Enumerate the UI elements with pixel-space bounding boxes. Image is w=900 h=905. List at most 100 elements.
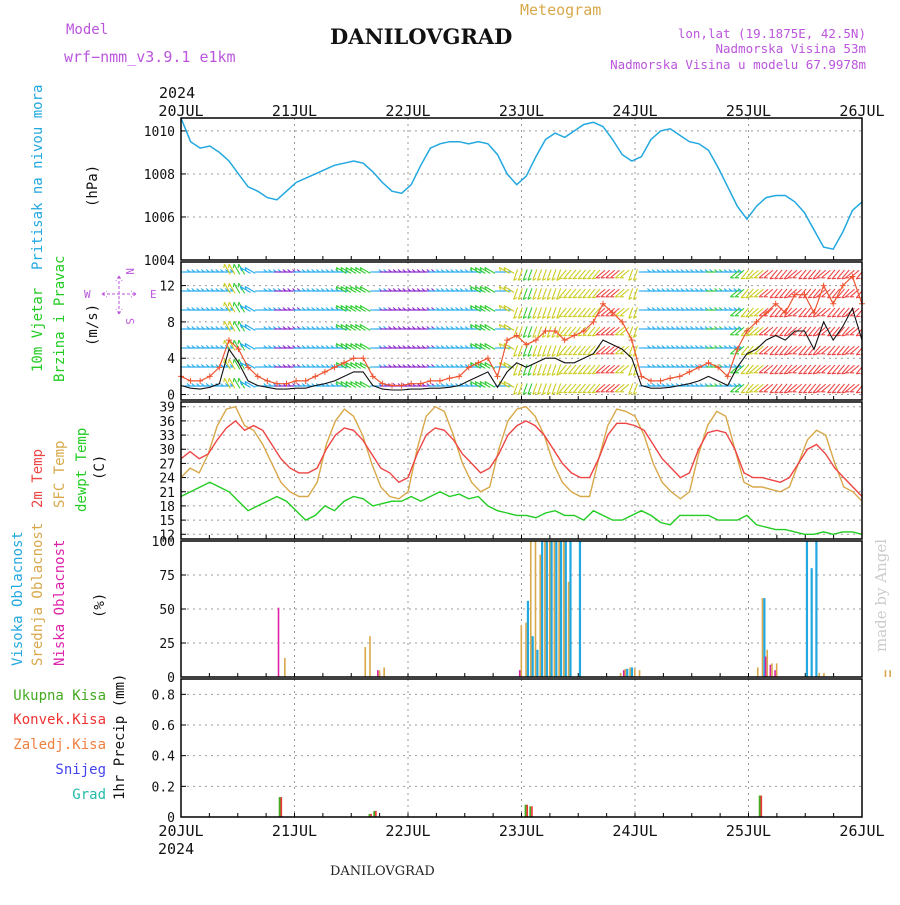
wind-arrow-head bbox=[779, 297, 783, 298]
wind-arrow-head bbox=[564, 335, 568, 336]
wind-arrow-head bbox=[568, 316, 572, 317]
wind-arrow-head bbox=[770, 278, 774, 279]
wind-arrow-head bbox=[228, 321, 229, 325]
wind-arrow-head bbox=[784, 373, 788, 374]
wind-arrow-head bbox=[813, 392, 817, 393]
wind-arrow-head bbox=[568, 354, 572, 355]
wind-arrow-head bbox=[856, 354, 860, 355]
wind-arrow-head bbox=[770, 297, 774, 298]
model-name: wrf−nmm_v3.9.1 e1km bbox=[64, 48, 236, 66]
wind-arrow bbox=[788, 365, 797, 373]
wind-arrow-head bbox=[741, 316, 745, 317]
wind-arrow bbox=[610, 327, 619, 335]
wind-arrow bbox=[754, 327, 763, 335]
wind-arrow-head bbox=[592, 373, 596, 374]
wind-arrow bbox=[620, 365, 629, 373]
wind-arrow-head bbox=[578, 316, 582, 317]
wind-arrow bbox=[601, 289, 610, 297]
wind-arrow-head bbox=[832, 354, 836, 355]
wind-gust-marker bbox=[322, 369, 328, 375]
wind-gust-marker bbox=[264, 378, 270, 384]
wind-arrow bbox=[596, 384, 605, 392]
wind-arrow-head bbox=[837, 278, 841, 279]
wind-gust-marker bbox=[504, 337, 510, 343]
y-tick-label: 0.2 bbox=[152, 780, 175, 795]
cloud-mid-bar bbox=[525, 623, 527, 677]
cloud-mid-bar bbox=[554, 541, 556, 677]
wind-arrow bbox=[750, 365, 759, 373]
wind-arrow-head bbox=[770, 354, 774, 355]
y-tick-label: 0.6 bbox=[152, 719, 175, 734]
wind-arrow-head bbox=[564, 297, 568, 298]
wind-arrow-head bbox=[224, 340, 225, 344]
cloud-high-bar bbox=[626, 669, 628, 677]
wind-arrow-head bbox=[559, 354, 563, 355]
wind-arrow-head bbox=[588, 373, 592, 374]
wind-arrow-head bbox=[233, 359, 234, 363]
cloud-mid-bar bbox=[549, 541, 551, 677]
wind-arrow-head bbox=[573, 373, 577, 374]
wind-arrow-head bbox=[775, 354, 779, 355]
wind-arrow-head bbox=[573, 392, 577, 393]
wind-arrow bbox=[615, 308, 624, 316]
wind-arrow-head bbox=[803, 354, 807, 355]
wind-arrow-head bbox=[842, 373, 846, 374]
wind-arrow bbox=[615, 270, 624, 278]
wind-arrow-head bbox=[827, 316, 831, 317]
cloud-low-bar bbox=[623, 670, 625, 677]
wind-arrow-head bbox=[837, 316, 841, 317]
wind-arrow-head bbox=[808, 297, 812, 298]
wind-arrow-head bbox=[559, 392, 563, 393]
wind-arrow-head bbox=[803, 373, 807, 374]
wind-arrow-head bbox=[803, 392, 807, 393]
wind-arrow-head bbox=[779, 354, 783, 355]
wind-arrow-head bbox=[583, 297, 587, 298]
wind-gust-marker bbox=[648, 378, 654, 384]
wind-arrow-head bbox=[238, 340, 239, 344]
compass-icon bbox=[102, 276, 136, 314]
wind-arrow-head bbox=[224, 321, 225, 325]
wind-arrow-head bbox=[568, 392, 572, 393]
wind-arrow-head bbox=[837, 297, 841, 298]
wind-gust-marker bbox=[658, 378, 664, 384]
wind-arrow bbox=[620, 289, 629, 297]
cloud-mid-bar bbox=[885, 670, 887, 677]
wind-arrow bbox=[606, 270, 615, 278]
wind-arrow-head bbox=[746, 278, 750, 279]
wind-arrow-head bbox=[583, 278, 587, 279]
wind-arrow-head bbox=[573, 354, 577, 355]
wind-arrow-head bbox=[578, 278, 582, 279]
wind-arrow bbox=[615, 289, 624, 297]
cloud-mid-bar bbox=[563, 541, 565, 677]
wind-arrow-head bbox=[238, 264, 239, 268]
meteogram-label: Meteogram bbox=[520, 1, 601, 19]
wind-arrow-head bbox=[228, 283, 229, 287]
wind-arrow bbox=[754, 289, 763, 297]
y-tick-label: 50 bbox=[159, 603, 175, 618]
wind-arrow-head bbox=[856, 392, 860, 393]
wind-arrow bbox=[817, 308, 826, 316]
cloud-low-bar bbox=[377, 670, 379, 677]
wind-arrow bbox=[596, 270, 605, 278]
wind-arrow-head bbox=[775, 373, 779, 374]
wind-axis-title: 10m Vjetar bbox=[30, 288, 46, 372]
wind-arrow-head bbox=[775, 392, 779, 393]
wind-arrow-head bbox=[578, 354, 582, 355]
day-label-bottom: 26JUL bbox=[839, 822, 884, 840]
wind-arrow-head bbox=[799, 392, 803, 393]
cloud-mid-bar bbox=[379, 670, 381, 677]
y-tick-label: 0.4 bbox=[152, 750, 176, 765]
wind-arrow bbox=[846, 289, 855, 297]
wind-arrow bbox=[754, 384, 763, 392]
wind-arrow-head bbox=[573, 278, 577, 279]
wind-arrow-head bbox=[784, 335, 788, 336]
wind-arrow-head bbox=[233, 283, 234, 287]
wind-arrow-head bbox=[775, 297, 779, 298]
wind-arrow bbox=[846, 384, 855, 392]
wind-gust-marker bbox=[821, 283, 827, 289]
wind-arrow-head bbox=[233, 264, 234, 268]
wind-arrow bbox=[788, 346, 797, 354]
cloud-high-bar bbox=[631, 667, 633, 677]
wind-arrow-head bbox=[578, 392, 582, 393]
wind-arrow bbox=[759, 365, 768, 373]
